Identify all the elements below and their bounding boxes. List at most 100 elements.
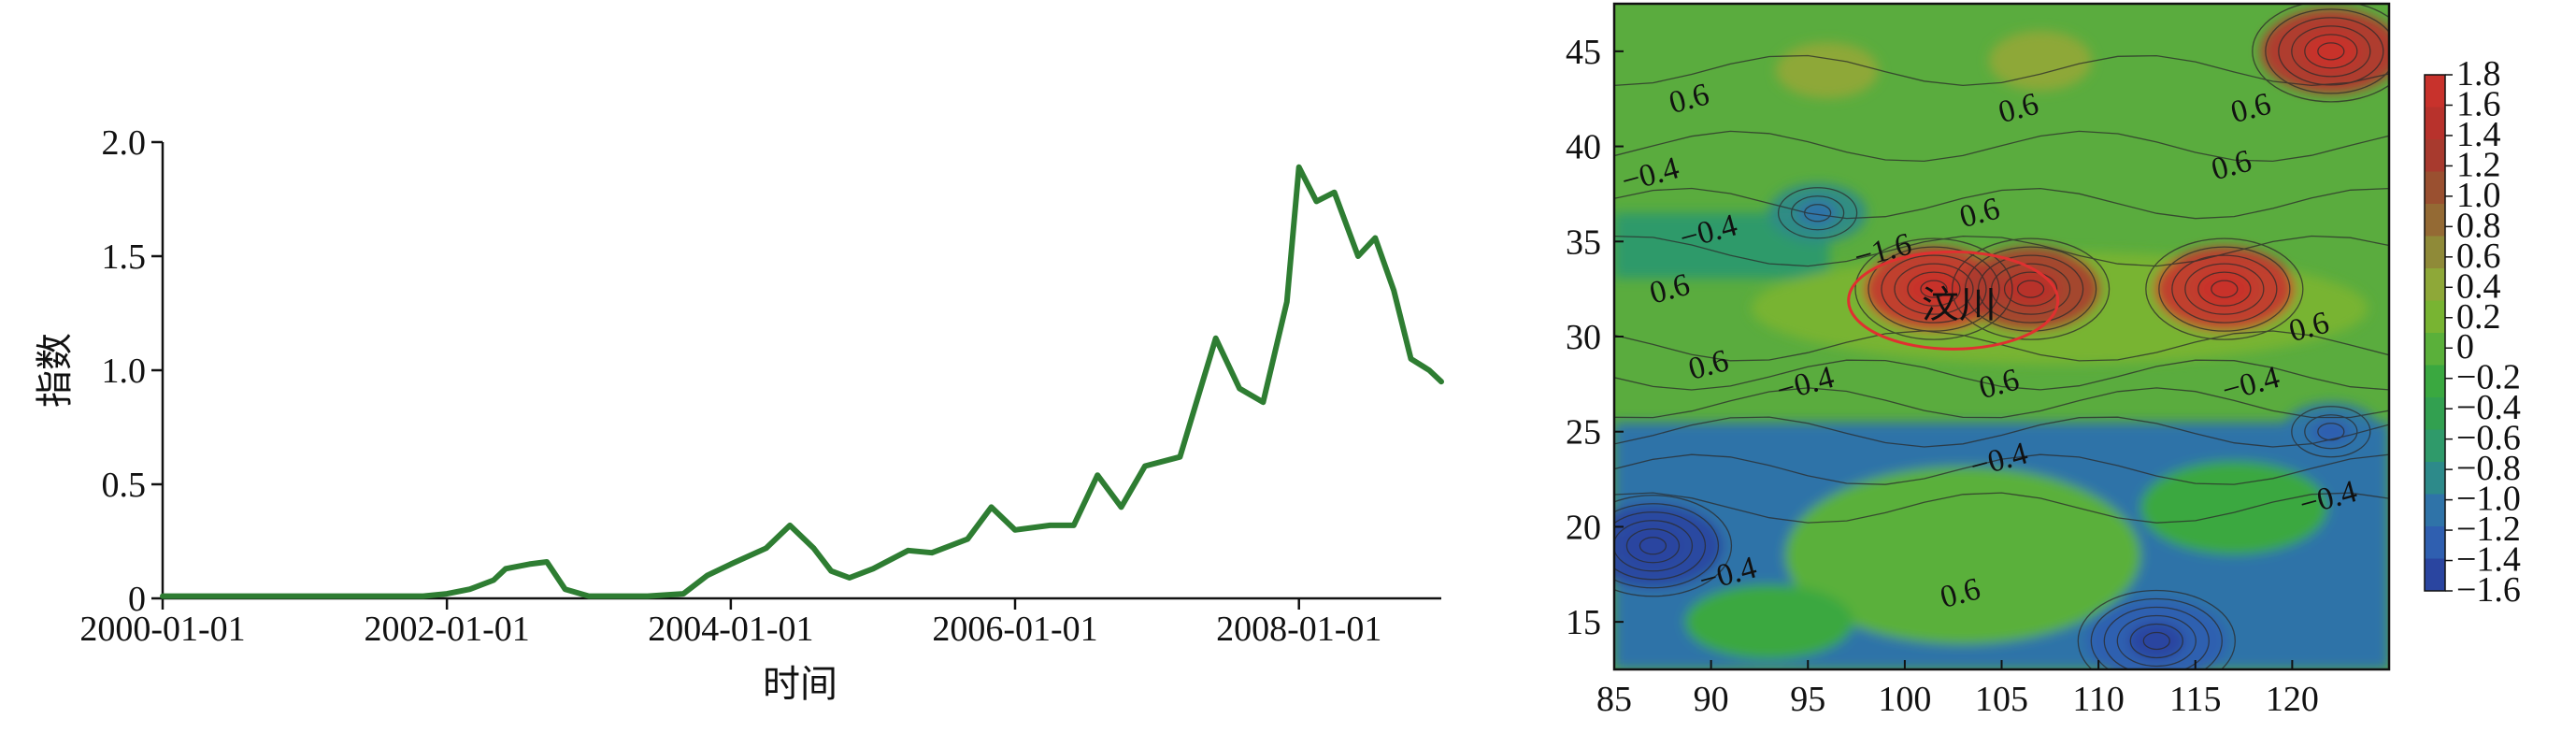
x-tick-label: 115 [2169,680,2222,719]
contour-line [2304,34,2358,69]
colorbar-segment [2425,333,2445,366]
contour-line [2003,271,2058,307]
contour-line [1614,453,2389,485]
contour-line [1951,237,2111,340]
index-series-line [160,164,1444,599]
north-blob [1988,31,2092,92]
contour-line [1881,254,1987,323]
colorbar: 1.81.61.41.21.00.80.60.40.20−0.2−0.4−0.6… [2424,54,2521,610]
contour-line [1614,187,2389,220]
x-tick-label: 105 [1975,680,2028,719]
colorbar-frame [2424,74,2446,592]
south-region [1684,584,1853,660]
colorbar-label: 0.6 [2456,237,2501,276]
colorbar-label: −1.6 [2456,570,2521,610]
contour-line [1964,246,2097,332]
contour-line [1614,130,2389,163]
contour-line [1614,416,2389,448]
south-region [1785,466,2141,644]
colorbar-label: 1.6 [2456,84,2501,123]
y-tick-label: 35 [1566,223,1601,262]
y-axis-label: 指数 [34,333,77,408]
contour-line [1614,492,2389,524]
y-tick-label: 1.5 [102,237,147,277]
colorbar-segment [2425,365,2445,398]
index-line-chart: 0 0.5 1.0 1.5 2.0 2000-01-01 2002-01-01 2004-0… [34,123,1444,706]
contour-line [1790,195,1845,231]
colorbar-segment [2425,300,2445,334]
colorbar-segment [2425,107,2445,140]
contour-line [1907,271,1961,307]
y-tick-label: 25 [1566,413,1601,453]
colorbar-label: 0 [2456,327,2474,366]
y-tick-label: 40 [1566,128,1601,167]
contour-line [2142,631,2170,651]
colorbar-segment [2425,494,2445,527]
contour-line [2197,271,2252,307]
y-tick-label: 0.5 [102,466,147,505]
contour-line [1990,263,2071,315]
y-tick-label: 2.0 [102,123,147,163]
contour-line [2077,589,2236,669]
colorbar-label: −0.4 [2456,388,2521,427]
contour-line [1625,528,1681,564]
colorbar-segment [2425,429,2445,463]
x-tick-label: 2000-01-01 [79,610,245,649]
contour-line [2291,25,2371,78]
contour-line [1614,235,2389,267]
contour-line [1868,246,2000,332]
x-axis-label: 时间 [763,663,837,706]
colorbar-segment [2425,397,2445,430]
colorbar-label: −0.2 [2456,358,2521,397]
colorbar-label: 0.8 [2456,206,2501,245]
x-tick-label: 2004-01-01 [648,610,813,649]
contour-line [1614,387,2389,419]
colorbar-segment [2425,171,2445,205]
colorbar-label: −1.4 [2456,540,2521,580]
south-region [2140,461,2328,555]
hotspot-core [1797,199,1838,226]
x-tick-label: 120 [2266,680,2319,719]
colorbar-segment [2425,558,2445,592]
colorbar-segment [2425,268,2445,301]
y-tick-label: 1.0 [102,352,147,391]
colorbar-label: 0.2 [2456,297,2501,337]
colorbar-segment [2425,75,2445,108]
hotspot-core [2128,622,2185,660]
colorbar-label: −1.0 [2456,480,2521,519]
x-tick-label: 100 [1878,680,1931,719]
colorbar-segment [2425,462,2445,495]
contour-line [1614,503,1720,589]
hotspot-core [2002,270,2059,309]
north-blob [1775,42,1879,99]
contour-line [2145,237,2304,340]
colorbar-label: −0.6 [2456,419,2521,458]
colorbar-segment [2425,139,2445,172]
y-tick-label: 30 [1566,318,1601,357]
contour-line [2116,614,2197,668]
hotspot-core [1624,526,1682,565]
y-tick-label: 20 [1566,508,1601,547]
colorbar-label: −0.8 [2456,449,2521,488]
x-tick-label: 2008-01-01 [1216,610,1381,649]
contour-line [2158,246,2291,332]
colorbar-label: 1.4 [2456,115,2501,154]
colorbar-segment [2425,236,2445,269]
contour-line [2304,414,2358,450]
x-tick-label: 2006-01-01 [932,610,1097,649]
colorbar-label: −1.2 [2456,510,2521,549]
colorbar-segment [2425,204,2445,237]
hotspot-core [2196,270,2253,309]
contour-line [1614,511,1707,581]
colorbar-label: 1.0 [2456,176,2501,215]
contour-line [1614,54,2389,87]
contour-map: 0.6 0.6 0.6−0.4−0.4 0.60.60.6−1.60.6 −0.4 0.6… [1566,2,2521,719]
contour-line [2317,42,2345,61]
contour-line [2252,4,2389,103]
contour-line [1803,204,1832,223]
hotspot-core [2302,32,2359,70]
contour-line [2184,263,2265,315]
contour-line [1614,520,1694,572]
x-tick-label: 90 [1694,680,1729,719]
